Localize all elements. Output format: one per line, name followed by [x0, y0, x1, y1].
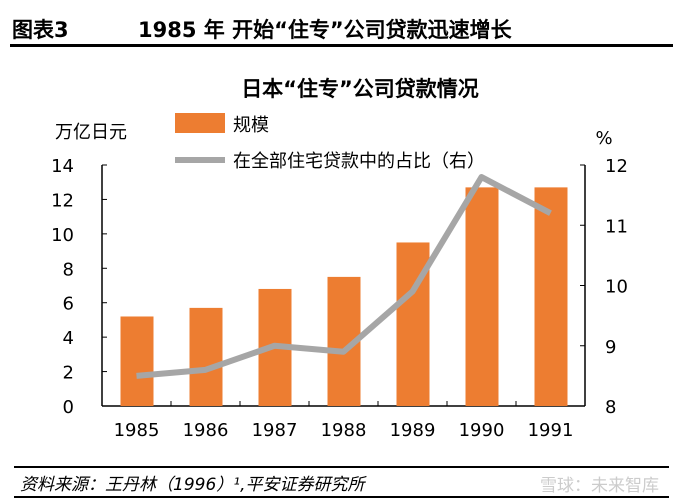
left-tick-label: 4: [63, 328, 74, 349]
left-tick-label: 0: [63, 397, 74, 418]
bar: [465, 187, 499, 406]
legend-line-label: 在全部住宅贷款中的占比（右）: [233, 151, 485, 172]
bar: [189, 307, 223, 406]
figure-header: 图表3 1985 年 开始“住专”公司贷款迅速增长: [10, 4, 673, 47]
figure-title: 1985 年 开始“住专”公司贷款迅速增长: [138, 18, 512, 42]
x-tick-label: 1991: [528, 420, 574, 441]
footer: 资料来源：王丹林（1996）¹,平安证券研究所 雪球：未来智库: [14, 466, 669, 498]
x-tick-label: 1990: [459, 420, 505, 441]
left-tick-label: 6: [63, 294, 74, 315]
left-tick-label: 14: [51, 156, 74, 177]
chart-title: 日本“住专”公司贷款情况: [241, 77, 479, 101]
figure-label: 图表3: [12, 18, 69, 42]
right-axis-label: %: [595, 128, 612, 149]
x-tick-label: 1988: [321, 420, 367, 441]
right-tick-label: 9: [605, 337, 616, 358]
x-tick-label: 1985: [114, 420, 160, 441]
left-tick-label: 2: [63, 363, 74, 384]
right-tick-label: 12: [605, 156, 628, 177]
legend-bar-swatch: [175, 113, 225, 133]
left-tick-label: 8: [63, 259, 74, 280]
right-tick-label: 8: [605, 397, 616, 418]
bar: [534, 187, 568, 406]
bar: [120, 316, 154, 406]
x-tick-label: 1987: [252, 420, 298, 441]
x-tick-label: 1989: [390, 420, 436, 441]
legend-bar-label: 规模: [233, 115, 269, 136]
left-tick-label: 12: [51, 190, 74, 211]
left-tick-label: 10: [51, 225, 74, 246]
watermark: 雪球：未来智库: [540, 476, 659, 496]
source-note: 资料来源：王丹林（1996）¹,平安证券研究所: [20, 475, 365, 495]
right-tick-label: 10: [605, 277, 628, 298]
left-axis-label: 万亿日元: [55, 122, 127, 143]
x-tick-label: 1986: [183, 420, 229, 441]
right-tick-label: 11: [605, 216, 628, 237]
